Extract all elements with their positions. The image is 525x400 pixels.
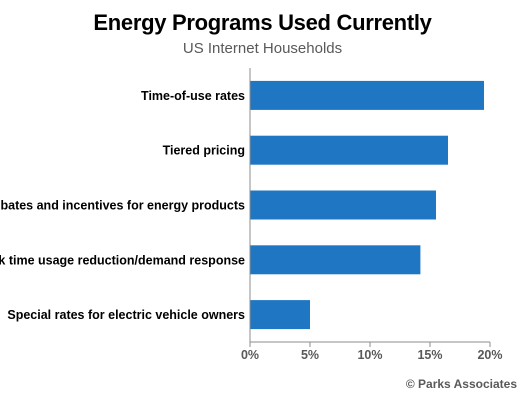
category-label: Special rates for electric vehicle owner… xyxy=(7,308,245,322)
x-tick-label: 10% xyxy=(357,348,382,362)
category-label: Tiered pricing xyxy=(163,144,245,158)
x-tick-label: 5% xyxy=(301,348,319,362)
bar xyxy=(250,245,421,275)
x-tick-label: 20% xyxy=(477,348,502,362)
bar xyxy=(250,190,436,220)
bar xyxy=(250,80,484,110)
bar xyxy=(250,135,448,165)
chart-title: Energy Programs Used Currently xyxy=(93,10,432,35)
x-tick-label: 15% xyxy=(417,348,442,362)
x-tick-label: 0% xyxy=(241,348,259,362)
chart-subtitle: US Internet Households xyxy=(182,40,343,57)
bar xyxy=(250,300,310,330)
category-label: Peak time usage reduction/demand respons… xyxy=(0,253,245,267)
category-label: Rebates and incentives for energy produc… xyxy=(0,199,245,213)
source-credit: © Parks Associates xyxy=(405,377,517,391)
category-label: Time-of-use rates xyxy=(141,89,245,103)
